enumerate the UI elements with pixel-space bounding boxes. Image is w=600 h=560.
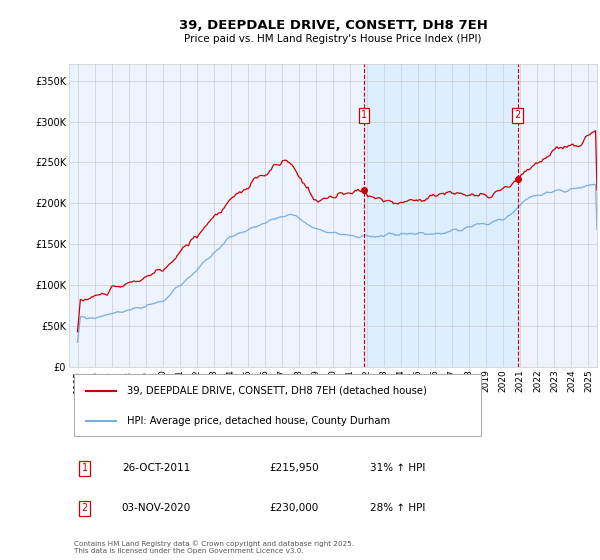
Text: 31% ↑ HPI: 31% ↑ HPI <box>370 463 425 473</box>
Text: 39, DEEPDALE DRIVE, CONSETT, DH8 7EH (detached house): 39, DEEPDALE DRIVE, CONSETT, DH8 7EH (de… <box>127 385 427 395</box>
Text: Contains HM Land Registry data © Crown copyright and database right 2025.
This d: Contains HM Land Registry data © Crown c… <box>74 540 355 554</box>
Text: 1: 1 <box>82 463 88 473</box>
Text: £215,950: £215,950 <box>269 463 319 473</box>
Text: 03-NOV-2020: 03-NOV-2020 <box>122 503 191 514</box>
Text: HPI: Average price, detached house, County Durham: HPI: Average price, detached house, Coun… <box>127 416 390 426</box>
Text: 2: 2 <box>515 110 521 120</box>
Text: 26-OCT-2011: 26-OCT-2011 <box>122 463 190 473</box>
Text: 28% ↑ HPI: 28% ↑ HPI <box>370 503 425 514</box>
Text: 2: 2 <box>82 503 88 514</box>
Bar <box>364 64 518 367</box>
Text: 1: 1 <box>361 110 367 120</box>
Text: Price paid vs. HM Land Registry's House Price Index (HPI): Price paid vs. HM Land Registry's House … <box>184 34 482 44</box>
Text: 39, DEEPDALE DRIVE, CONSETT, DH8 7EH: 39, DEEPDALE DRIVE, CONSETT, DH8 7EH <box>179 18 487 32</box>
Text: £230,000: £230,000 <box>269 503 319 514</box>
FancyBboxPatch shape <box>74 375 481 436</box>
